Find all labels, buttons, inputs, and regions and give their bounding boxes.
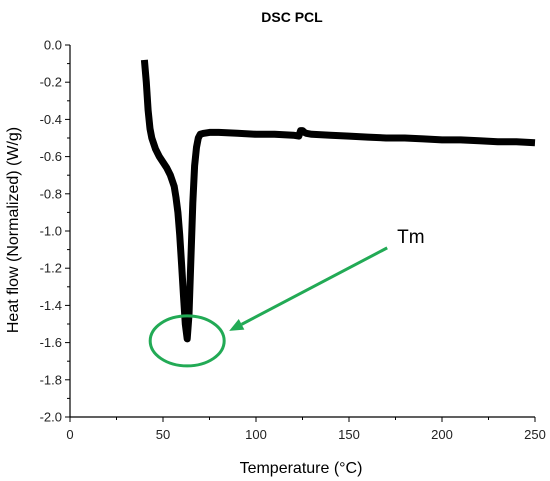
x-tick-label: 50	[156, 427, 170, 442]
tm-highlight-ellipse	[148, 314, 226, 368]
plot-frame	[69, 45, 535, 418]
series-layer	[140, 59, 536, 343]
y-tick-label: -1.6	[40, 335, 62, 350]
y-tick-label: -2.0	[40, 410, 62, 425]
y-tick-label: -1.8	[40, 372, 62, 387]
y-tick-label: -0.8	[40, 186, 62, 201]
chart-title: DSC PCL	[261, 9, 323, 25]
y-tick-label: -0.6	[40, 149, 62, 164]
y-tick-label: -0.2	[40, 75, 62, 90]
x-tick-label: 0	[66, 427, 73, 442]
annotation-layer: Tm	[148, 227, 425, 368]
x-tick-label: 150	[338, 427, 360, 442]
x-tick-label: 250	[524, 427, 546, 442]
y-tick-label: 0.0	[44, 38, 62, 53]
x-tick-label: 100	[245, 427, 267, 442]
y-tick-label: -1.0	[40, 224, 62, 239]
x-axis-title: Temperature (°C)	[240, 460, 363, 477]
tm-arrow-head	[229, 319, 245, 331]
y-tick-label: -0.4	[40, 112, 62, 127]
x-axis-ticks: 0 50 100 150 200 250	[66, 417, 546, 442]
y-axis-title: Heat flow (Normalized) (W/g)	[5, 127, 22, 333]
y-tick-label: -1.4	[40, 298, 62, 313]
y-tick-label: -1.2	[40, 261, 62, 276]
x-tick-label: 200	[431, 427, 453, 442]
series-line	[140, 59, 536, 343]
tm-arrow-line	[240, 246, 388, 326]
y-axis-ticks: 0.0 -0.2 -0.4 -0.6 -0.8 -1.0 -1.2 -1.4 -1.6 -1.8 -…	[40, 38, 70, 425]
tm-annotation-label: Tm	[397, 227, 424, 248]
